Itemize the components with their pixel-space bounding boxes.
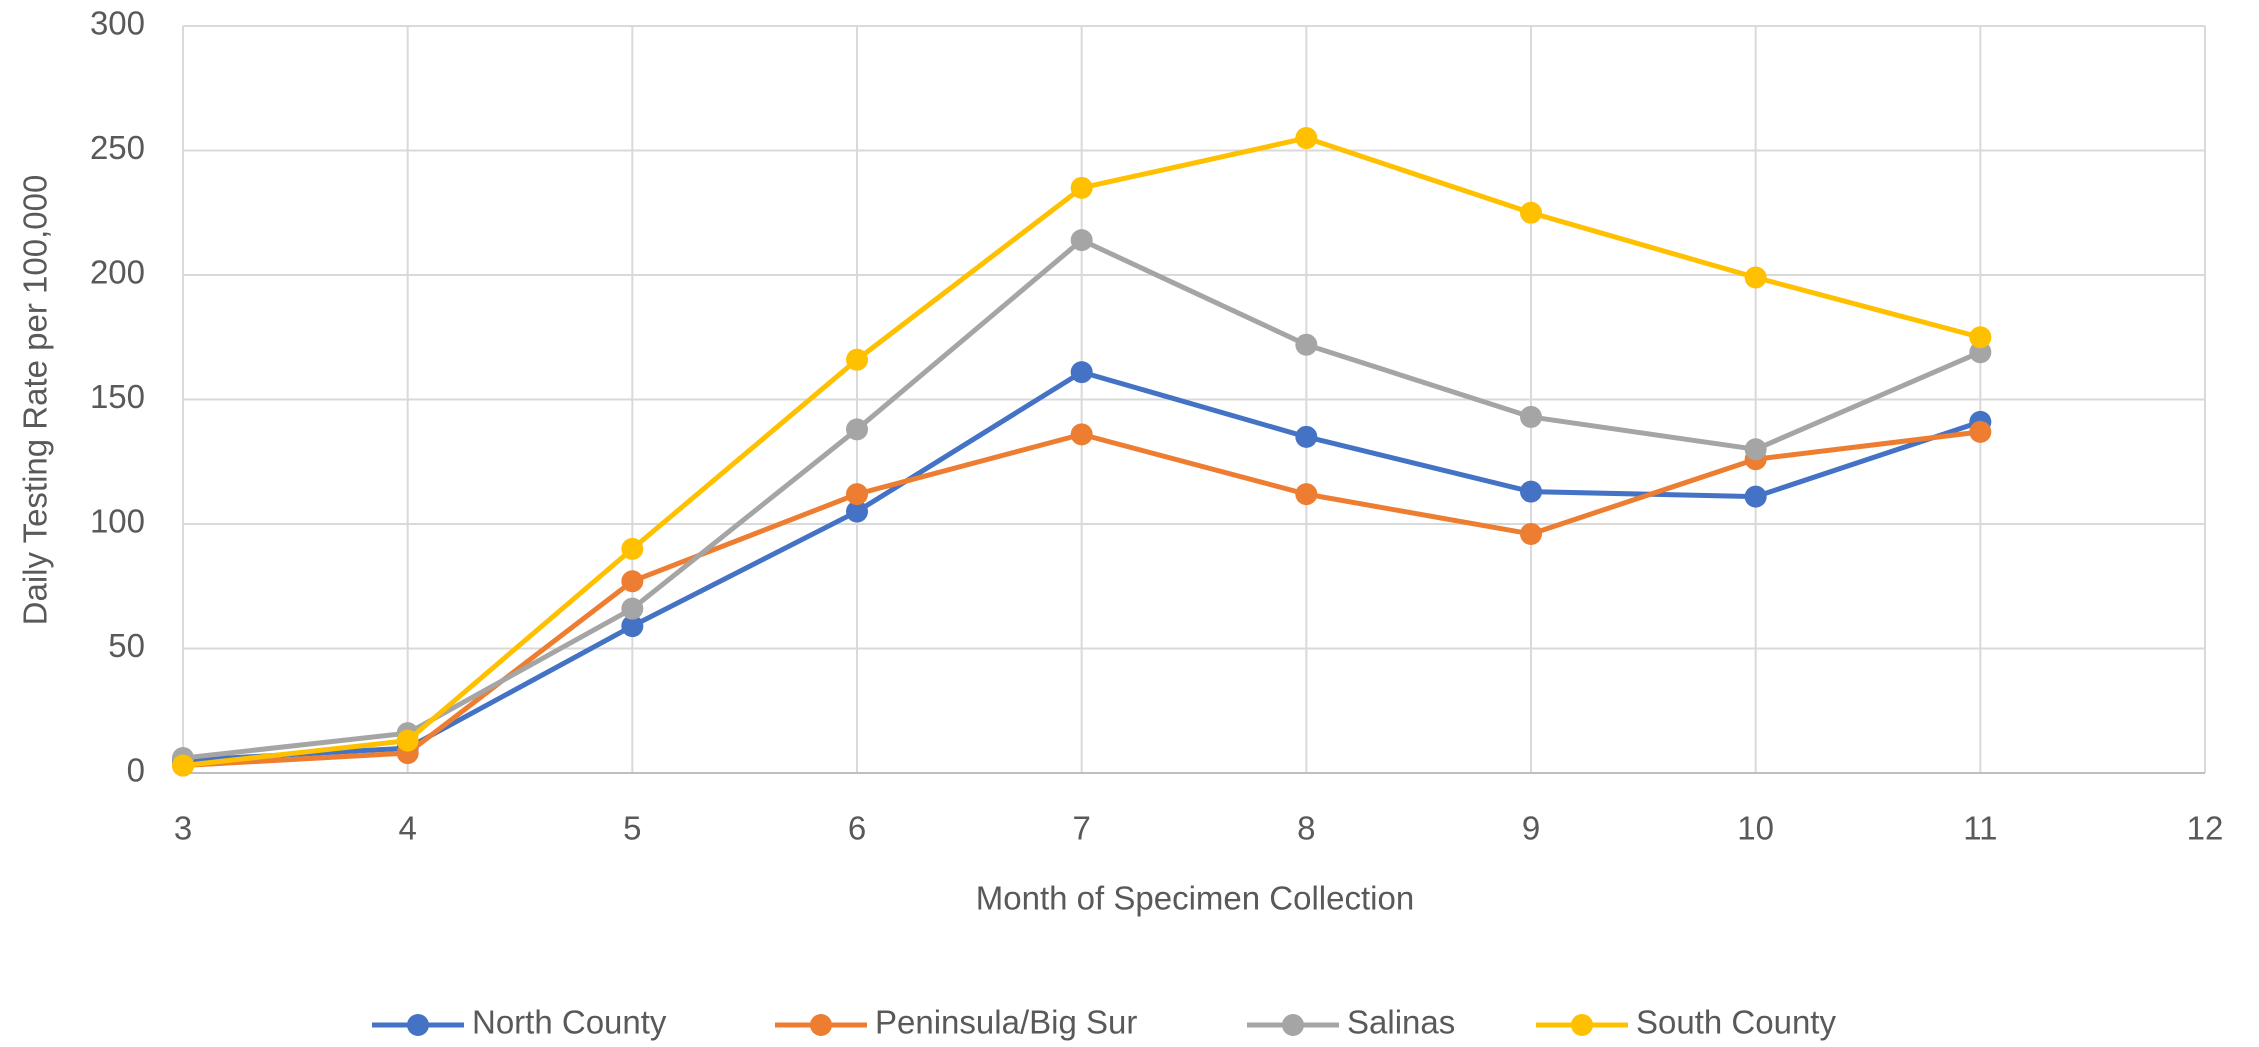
data-point bbox=[1295, 333, 1318, 356]
data-point bbox=[1520, 480, 1542, 503]
x-tick-label: 3 bbox=[174, 810, 192, 847]
data-point bbox=[846, 348, 868, 371]
data-point bbox=[1520, 405, 1542, 428]
x-tick-label: 4 bbox=[398, 810, 416, 847]
data-point bbox=[1295, 483, 1318, 506]
data-point bbox=[1070, 423, 1093, 446]
data-point bbox=[396, 729, 419, 752]
y-axis-label: Daily Testing Rate per 100,000 bbox=[17, 175, 54, 626]
data-point bbox=[1295, 425, 1318, 448]
data-point bbox=[621, 615, 644, 638]
data-point bbox=[846, 500, 868, 523]
data-point bbox=[1969, 326, 1992, 349]
legend-label: Peninsula/Big Sur bbox=[875, 1004, 1137, 1041]
data-point bbox=[1295, 127, 1318, 150]
data-point bbox=[1520, 522, 1542, 545]
data-point bbox=[1744, 266, 1767, 289]
y-tick-label: 100 bbox=[90, 503, 145, 540]
y-tick-label: 200 bbox=[90, 254, 145, 291]
legend-marker bbox=[810, 1014, 832, 1036]
x-tick-label: 11 bbox=[1963, 810, 1997, 847]
y-tick-label: 50 bbox=[108, 627, 145, 664]
data-point bbox=[1744, 485, 1767, 508]
y-tick-label: 150 bbox=[90, 378, 145, 415]
x-tick-label: 7 bbox=[1072, 810, 1090, 847]
data-point bbox=[846, 483, 868, 506]
data-point bbox=[1520, 201, 1542, 224]
x-tick-label: 8 bbox=[1297, 810, 1315, 847]
data-point bbox=[621, 570, 644, 593]
data-point bbox=[1070, 176, 1093, 199]
x-tick-label: 6 bbox=[848, 810, 866, 847]
data-point bbox=[172, 754, 194, 777]
x-tick-label: 12 bbox=[2187, 810, 2224, 847]
data-point bbox=[846, 418, 868, 441]
data-point bbox=[621, 537, 644, 560]
legend-label: North County bbox=[472, 1004, 667, 1041]
x-tick-label: 5 bbox=[623, 810, 641, 847]
data-point bbox=[1969, 420, 1992, 443]
x-axis-label: Month of Specimen Collection bbox=[976, 880, 1414, 917]
legend-marker bbox=[1571, 1014, 1593, 1036]
x-tick-label: 10 bbox=[1737, 810, 1774, 847]
data-point bbox=[1744, 438, 1767, 461]
data-point bbox=[1070, 361, 1093, 384]
x-tick-label: 9 bbox=[1522, 810, 1540, 847]
y-tick-label: 250 bbox=[90, 129, 145, 166]
data-point bbox=[1070, 229, 1093, 252]
y-tick-label: 300 bbox=[90, 5, 145, 42]
legend-label: South County bbox=[1636, 1004, 1836, 1041]
legend-marker bbox=[1282, 1014, 1304, 1036]
legend-marker bbox=[407, 1014, 429, 1036]
legend-label: Salinas bbox=[1347, 1004, 1455, 1041]
data-point bbox=[621, 597, 644, 620]
y-tick-label: 0 bbox=[127, 752, 145, 789]
